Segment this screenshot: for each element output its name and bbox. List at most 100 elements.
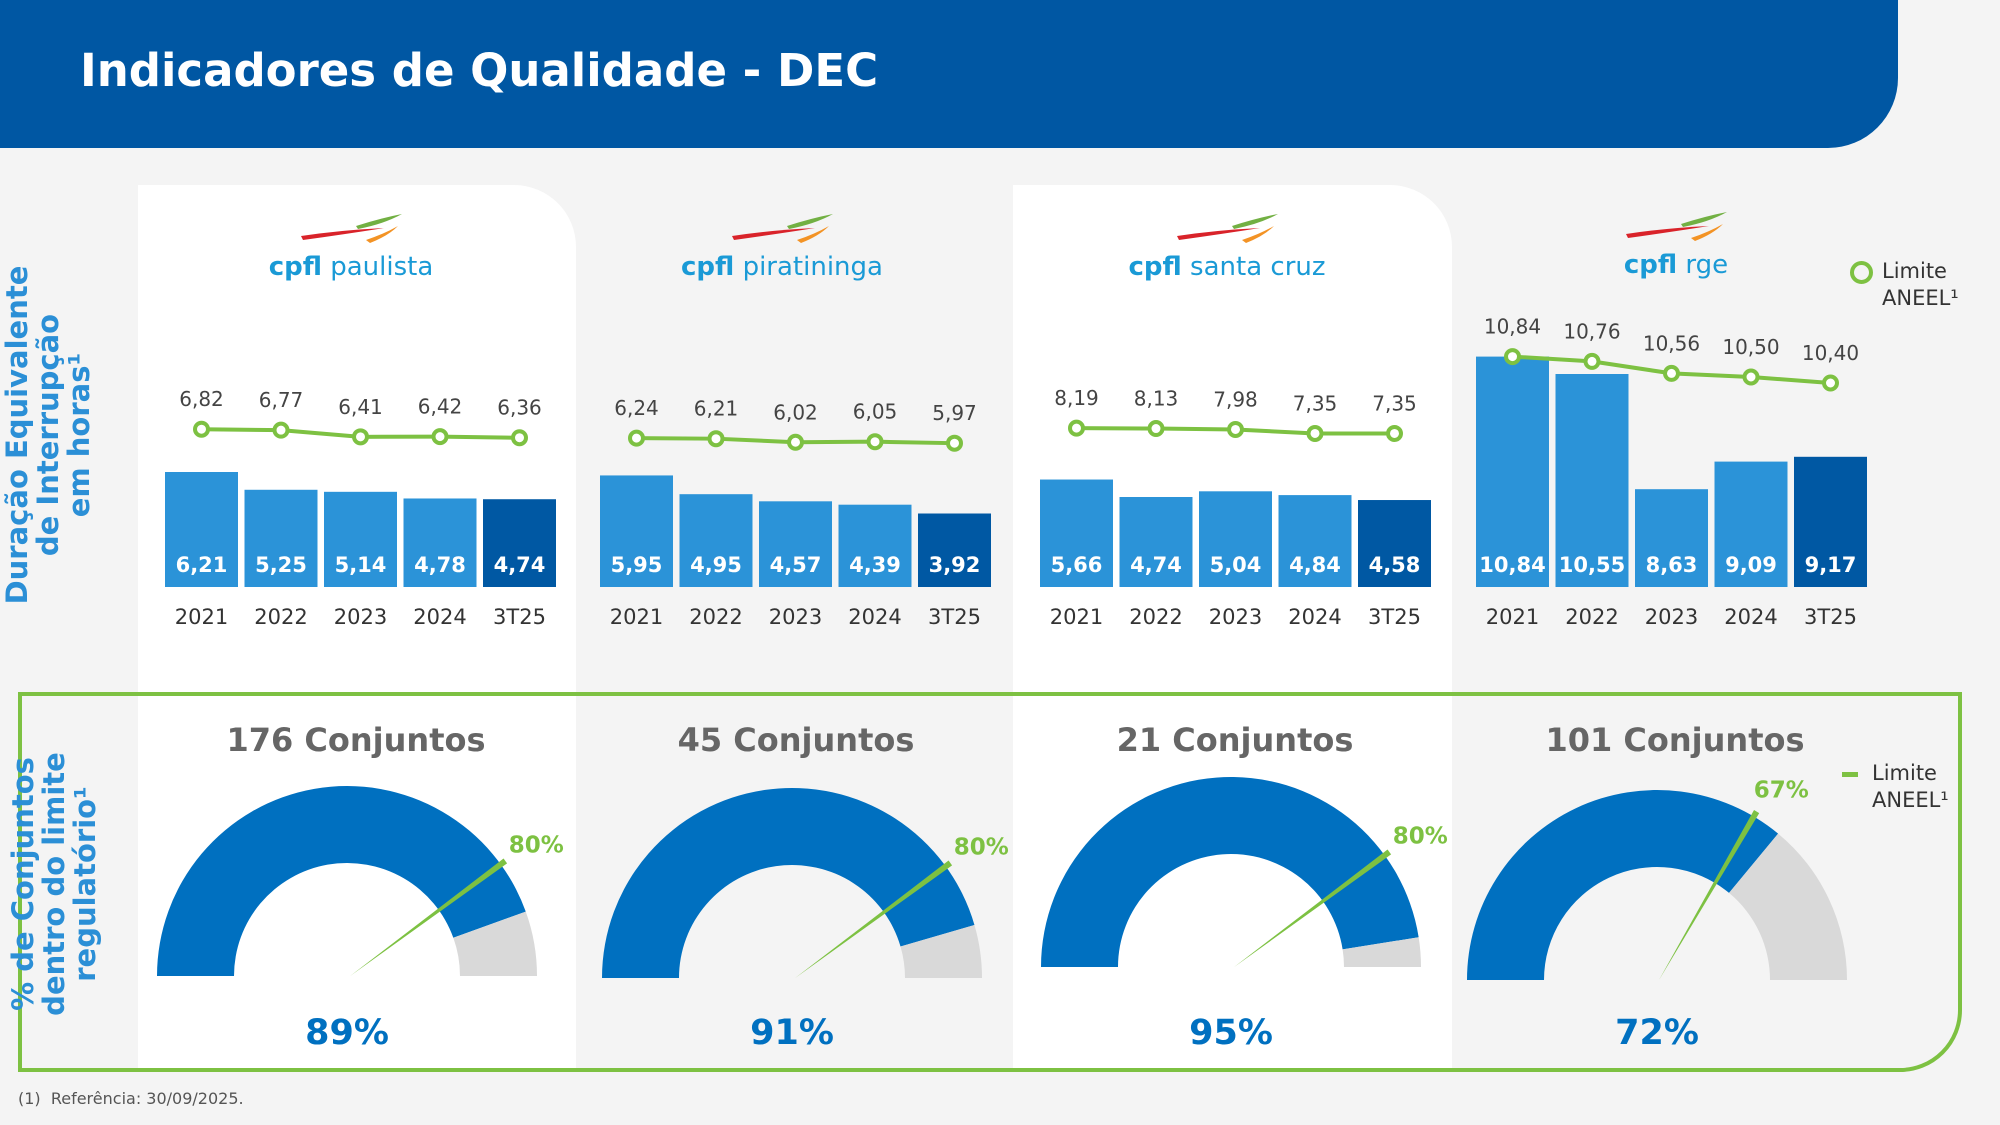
limit-point — [272, 421, 290, 439]
footnote: (1) Referência: 30/09/2025. — [18, 1089, 244, 1108]
limit-point — [946, 434, 963, 452]
gauge-remaining-arc — [1342, 937, 1421, 967]
gauge-value-arc — [602, 788, 975, 978]
gauge-4: 80% 176 Conjuntos 89% — [157, 721, 564, 1053]
bar — [600, 475, 673, 587]
limit-point — [1504, 348, 1521, 366]
bar-value-label: 3,92 — [929, 553, 981, 577]
logo-cpfl-santa-cruz: cpfl santa cruz — [1097, 212, 1357, 282]
x-tick-label: 2022 — [689, 605, 742, 629]
bar — [1555, 374, 1629, 587]
bar — [1358, 500, 1431, 587]
limit-point — [1147, 420, 1165, 438]
logo-company-name: rge — [1685, 250, 1729, 280]
limit-point — [707, 430, 725, 448]
dec-chart-2: 5,66 2021 4,74 2022 5,04 2023 4,84 2024 4,58 3T25… — [1040, 386, 1431, 629]
x-tick-label: 3T25 — [928, 605, 981, 629]
x-tick-label: 2024 — [1288, 605, 1341, 629]
gauge-remaining-arc — [453, 911, 537, 976]
gauge-5: 80% 45 Conjuntos 91% — [602, 721, 1009, 1053]
x-tick-label: 2023 — [1209, 605, 1262, 629]
gauge-value-arc — [1467, 789, 1779, 980]
x-tick-label: 3T25 — [1804, 605, 1857, 629]
logo-cpfl-paulista: cpfl paulista — [221, 212, 481, 282]
header-bar: Indicadores de Qualidade - DEC — [0, 0, 1898, 148]
limit-point — [1663, 364, 1680, 382]
x-tick-label: 2022 — [1129, 605, 1182, 629]
limit-value-label: 6,77 — [259, 388, 304, 412]
bar-value-label: 4,58 — [1369, 553, 1421, 577]
page-title: Indicadores de Qualidade - DEC — [80, 44, 879, 97]
bar — [324, 491, 397, 587]
bar-value-label: 5,66 — [1051, 553, 1103, 577]
limit-value-label: 10,50 — [1722, 335, 1779, 359]
gauge-value-label: 95% — [1189, 1013, 1273, 1053]
gauge-remaining-arc — [900, 924, 982, 978]
x-tick-label: 2022 — [254, 605, 307, 629]
limit-value-label: 7,98 — [1213, 387, 1258, 411]
limit-point — [787, 433, 804, 451]
gauge-title: 21 Conjuntos — [1117, 721, 1354, 759]
gauge-value-label: 91% — [750, 1013, 834, 1053]
logo-company-name: piratininga — [742, 252, 883, 282]
conjuntos-section-frame — [18, 692, 1962, 1072]
limit-value-label: 5,97 — [932, 401, 977, 425]
limit-value-label: 6,82 — [179, 387, 224, 411]
bar — [679, 494, 753, 587]
bar — [1278, 495, 1352, 587]
x-tick-label: 3T25 — [493, 605, 546, 629]
gauge-value-arc — [1041, 777, 1419, 967]
limit-point — [1306, 424, 1324, 442]
limit-value-label: 6,42 — [418, 395, 463, 419]
gauge-title: 176 Conjuntos — [226, 721, 485, 759]
gauge-7: 67% 101 Conjuntos 72% — [1467, 721, 1847, 1053]
bar — [244, 489, 318, 587]
legend-circle-icon — [1850, 261, 1873, 284]
gauge-limit-label: 80% — [954, 835, 1009, 861]
x-tick-label: 3T25 — [1368, 605, 1421, 629]
bar — [165, 472, 238, 587]
limit-point — [511, 429, 528, 447]
limit-point — [193, 420, 210, 438]
bar-value-label: 9,09 — [1725, 553, 1777, 577]
limit-point — [352, 428, 369, 446]
limit-value-label: 7,35 — [1372, 391, 1417, 415]
bar — [918, 513, 991, 587]
bar-value-label: 9,17 — [1805, 553, 1857, 577]
legend-label: ANEEL¹ — [1872, 788, 1949, 812]
bar — [1794, 456, 1867, 587]
legend-label: Limite — [1882, 259, 1947, 283]
limit-value-label: 7,35 — [1293, 391, 1338, 415]
bar-value-label: 4,39 — [849, 553, 901, 577]
limit-value-label: 6,02 — [773, 400, 818, 424]
x-tick-label: 2021 — [175, 605, 228, 629]
gauge-value-arc — [157, 786, 526, 976]
bar — [1199, 491, 1272, 587]
limit-value-label: 10,56 — [1643, 331, 1700, 355]
gauge-title: 45 Conjuntos — [678, 721, 915, 759]
bar-value-label: 5,04 — [1210, 553, 1262, 577]
bar-value-label: 6,21 — [176, 553, 228, 577]
limit-point — [1386, 424, 1403, 442]
bar-value-label: 8,63 — [1646, 553, 1698, 577]
logo-swoosh-icon — [301, 214, 402, 243]
bar — [838, 504, 912, 587]
bar-value-label: 10,84 — [1479, 553, 1545, 577]
bar-value-label: 5,25 — [255, 553, 307, 577]
bar — [403, 498, 477, 587]
gauge-limit-label: 80% — [509, 833, 564, 859]
x-tick-label: 2024 — [1724, 605, 1777, 629]
x-tick-label: 2024 — [413, 605, 466, 629]
legend-dash-icon — [1842, 772, 1858, 777]
bar — [1714, 461, 1788, 587]
gauge-value-label: 89% — [305, 1013, 389, 1053]
bar-value-label: 4,74 — [494, 553, 546, 577]
legend-label: Limite — [1872, 761, 1937, 785]
limit-value-label: 8,19 — [1054, 386, 1099, 410]
gauge-limit-needle — [1234, 849, 1392, 967]
limit-value-label: 6,21 — [694, 397, 739, 421]
gauge-limit-label: 67% — [1754, 778, 1809, 804]
limit-point — [1742, 368, 1760, 386]
x-tick-label: 2021 — [610, 605, 663, 629]
